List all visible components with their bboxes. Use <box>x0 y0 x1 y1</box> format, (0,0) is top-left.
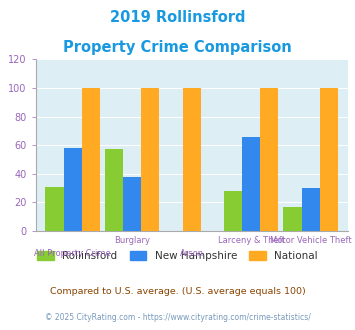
Text: Compared to U.S. average. (U.S. average equals 100): Compared to U.S. average. (U.S. average … <box>50 287 305 296</box>
Text: Property Crime Comparison: Property Crime Comparison <box>63 40 292 54</box>
Text: Burglary: Burglary <box>114 236 150 245</box>
Bar <box>64 148 82 231</box>
Bar <box>302 188 320 231</box>
Text: Motor Vehicle Theft: Motor Vehicle Theft <box>270 236 351 245</box>
Bar <box>182 88 201 231</box>
Bar <box>105 149 123 231</box>
Text: All Property Crime: All Property Crime <box>34 249 111 258</box>
Bar <box>141 88 159 231</box>
Bar <box>242 137 260 231</box>
Bar <box>283 207 302 231</box>
Bar <box>260 88 278 231</box>
Bar <box>123 177 141 231</box>
Text: Arson: Arson <box>180 249 204 258</box>
Legend: Rollinsford, New Hampshire, National: Rollinsford, New Hampshire, National <box>33 247 322 265</box>
Text: © 2025 CityRating.com - https://www.cityrating.com/crime-statistics/: © 2025 CityRating.com - https://www.city… <box>45 314 310 322</box>
Text: 2019 Rollinsford: 2019 Rollinsford <box>110 10 245 25</box>
Bar <box>45 187 64 231</box>
Bar <box>320 88 338 231</box>
Bar <box>224 191 242 231</box>
Bar <box>82 88 100 231</box>
Text: Larceny & Theft: Larceny & Theft <box>218 236 285 245</box>
